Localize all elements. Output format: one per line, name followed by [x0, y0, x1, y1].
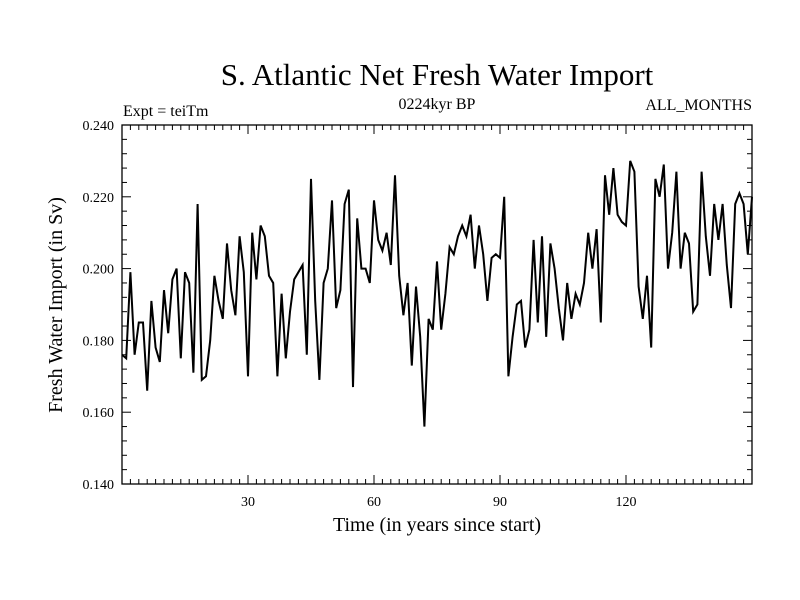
y-tick-label: 0.160	[83, 406, 115, 421]
x-axis-label: Time (in years since start)	[333, 514, 541, 536]
experiment-label: Expt = teiTm	[123, 103, 209, 120]
months-label: ALL_MONTHS	[645, 97, 752, 114]
y-axis-label: Fresh Water Import (in Sv)	[45, 197, 67, 413]
y-tick-label: 0.220	[83, 191, 115, 206]
x-tick-label: 30	[241, 495, 255, 510]
series-line	[121, 160, 753, 427]
y-tick-label: 0.180	[83, 334, 115, 349]
y-tick-label: 0.240	[83, 119, 115, 134]
y-tick-label: 0.140	[83, 478, 115, 493]
axis-ticks: 0.140 0.160 0.180 0.200 0.220 0.240 30 60 90 120	[83, 119, 752, 510]
x-tick-label: 120	[616, 495, 637, 510]
y-tick-label: 0.200	[83, 263, 115, 278]
chart-title: S. Atlantic Net Fresh Water Import	[221, 57, 654, 92]
series-layer	[121, 160, 753, 427]
period-label: 0224kyr BP	[399, 96, 476, 113]
x-tick-label: 60	[367, 495, 381, 510]
x-tick-label: 90	[493, 495, 507, 510]
plot-frame	[121, 124, 753, 485]
